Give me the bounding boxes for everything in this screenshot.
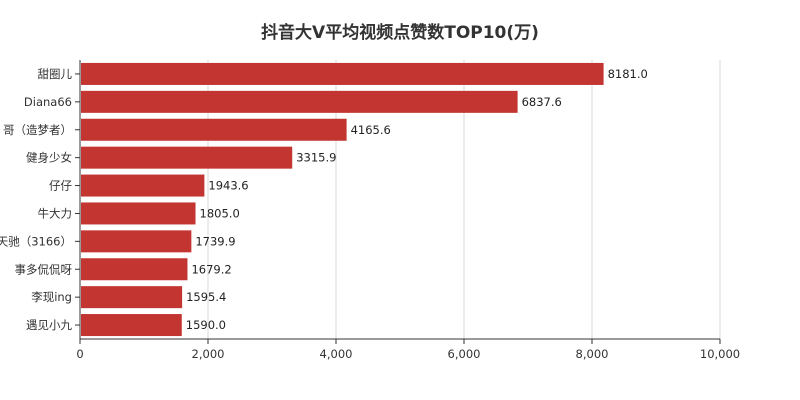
category-label: 仔仔 [49, 179, 72, 193]
value-label: 1805.0 [200, 206, 240, 220]
category-label: 遇见小九 [26, 318, 72, 332]
category-label: 健身少女 [26, 151, 72, 165]
category-label: 牛大力 [38, 206, 73, 220]
bar [81, 118, 347, 141]
bar [81, 258, 188, 281]
bar [81, 202, 196, 225]
x-tick-label: 2,000 [192, 347, 225, 361]
bar [81, 146, 293, 169]
category-label: 李现ing [31, 290, 72, 304]
x-tick-label: 8,000 [576, 347, 609, 361]
category-label: 哥（造梦者） [3, 123, 72, 137]
value-label: 1943.6 [208, 179, 248, 193]
x-tick-label: 10,000 [700, 347, 740, 361]
value-label: 3315.9 [296, 151, 336, 165]
bar [81, 286, 183, 309]
x-tick-label: 0 [76, 347, 83, 361]
category-label: Diana66 [24, 95, 72, 109]
category-label: 甜圈儿 [38, 67, 73, 81]
bar [81, 174, 205, 197]
bar [81, 90, 518, 113]
value-label: 4165.6 [351, 123, 391, 137]
value-label: 1739.9 [195, 234, 235, 248]
value-label: 6837.6 [522, 95, 562, 109]
x-tick-label: 4,000 [320, 347, 353, 361]
value-label: 8181.0 [608, 67, 648, 81]
bar-layer: 8181.0 6837.6 4165.6 3315.9 1943.6 1805.0 1739… [81, 62, 648, 337]
value-label: 1679.2 [191, 262, 231, 276]
bar [81, 314, 182, 337]
x-tick-label: 6,000 [448, 347, 481, 361]
axis-layer: 0 2,000 4,000 6,000 8,000 10,000 甜圈儿 Diana66 哥（造… [0, 60, 740, 361]
category-label: 事多侃侃呀 [15, 262, 73, 276]
category-label: 天驰（3166） [0, 234, 72, 248]
value-label: 1590.0 [186, 318, 226, 332]
bar [81, 62, 604, 85]
value-label: 1595.4 [186, 290, 226, 304]
chart-title: 抖音大V平均视频点赞数TOP10(万) [261, 22, 539, 43]
bar [81, 230, 192, 253]
